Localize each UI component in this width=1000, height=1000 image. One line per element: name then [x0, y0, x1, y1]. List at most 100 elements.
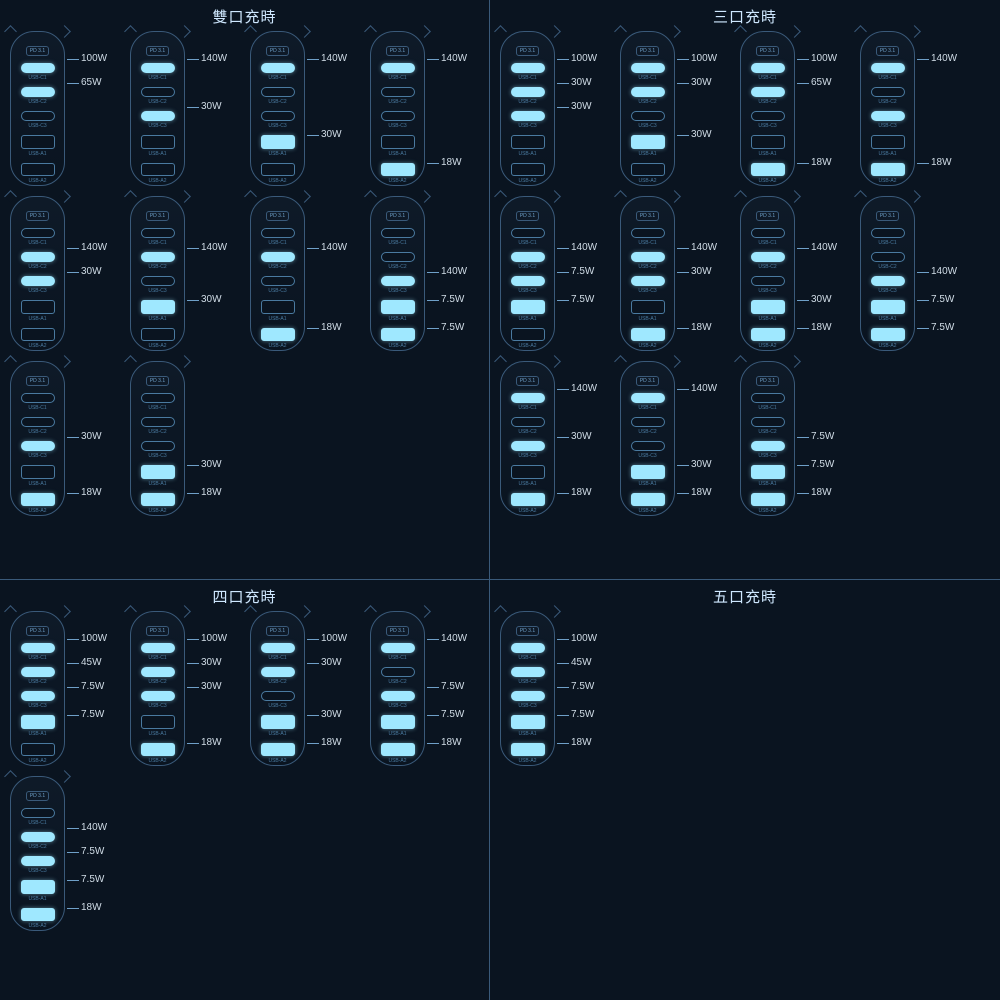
- watt-label: 7.5W: [441, 294, 464, 305]
- pd-badge: PD 3.1: [516, 626, 539, 636]
- usb-c-port: [751, 252, 785, 262]
- usb-c-port: [751, 393, 785, 403]
- watt-label: 45W: [571, 657, 592, 668]
- usb-a-port: [21, 163, 55, 176]
- watt-label: 100W: [81, 53, 107, 64]
- watt-callouts: 100W 65W: [67, 31, 122, 186]
- usb-c-port: [141, 111, 175, 121]
- pd-badge: PD 3.1: [636, 211, 659, 221]
- watt-label: 65W: [81, 77, 102, 88]
- charger-cell: PD 3.1USB-C1USB-C2USB-C3USB-A1USB-A2140W…: [500, 361, 612, 516]
- usb-c-port: [751, 228, 785, 238]
- pd-badge: PD 3.1: [516, 211, 539, 221]
- usb-c-port: [381, 643, 415, 653]
- watt-label: 18W: [691, 322, 712, 333]
- charger-row: PD 3.1USB-C1USB-C2USB-C3USB-A1USB-A2100W…: [500, 611, 990, 766]
- usb-a-port: [261, 743, 295, 756]
- usb-c-port: [381, 111, 415, 121]
- watt-label: 18W: [201, 737, 222, 748]
- usb-a-port: [381, 300, 415, 313]
- usb-a-port: [751, 163, 785, 176]
- pd-badge: PD 3.1: [386, 46, 409, 56]
- charger-cell: PD 3.1USB-C1USB-C2USB-C3USB-A1USB-A2140W…: [860, 31, 972, 186]
- port-label: USB-C1: [268, 240, 286, 246]
- watt-callouts: 100W30W30W: [557, 31, 612, 186]
- watt-label: 30W: [691, 266, 712, 277]
- port-label: USB-A1: [28, 896, 46, 902]
- watt-label: 140W: [441, 53, 467, 64]
- port-label: USB-C3: [758, 123, 776, 129]
- watt-label: 30W: [691, 77, 712, 88]
- watt-label: 18W: [441, 737, 462, 748]
- watt-label: 30W: [691, 129, 712, 140]
- port-label: USB-C3: [28, 288, 46, 294]
- watt-callouts: 140W30W: [187, 196, 242, 351]
- watt-label: 30W: [321, 657, 342, 668]
- watt-callouts: 140W18W: [917, 31, 972, 186]
- port-label: USB-C1: [758, 405, 776, 411]
- usb-c-port: [21, 832, 55, 842]
- port-label: USB-C1: [388, 75, 406, 81]
- port-label: USB-A1: [148, 731, 166, 737]
- charger-cell: PD 3.1USB-C1USB-C2USB-C3USB-A1USB-A2140W…: [740, 196, 852, 351]
- usb-c-port: [751, 417, 785, 427]
- pd-badge: PD 3.1: [26, 626, 49, 636]
- charger: PD 3.1USB-C1USB-C2USB-C3USB-A1USB-A2: [620, 31, 675, 186]
- usb-a-port: [21, 493, 55, 506]
- port-label: USB-A2: [388, 758, 406, 764]
- port-label: USB-A2: [758, 178, 776, 184]
- watt-label: 7.5W: [81, 709, 104, 720]
- charger-cell: PD 3.1USB-C1USB-C2USB-C3USB-A1USB-A2140W…: [370, 196, 482, 351]
- watt-label: 140W: [321, 242, 347, 253]
- usb-a-port: [871, 163, 905, 176]
- usb-c-port: [261, 87, 295, 97]
- pd-badge: PD 3.1: [266, 46, 289, 56]
- port-label: USB-C3: [148, 123, 166, 129]
- port-label: USB-A1: [148, 481, 166, 487]
- port-label: USB-C1: [28, 240, 46, 246]
- usb-c-port: [21, 691, 55, 701]
- usb-a-port: [511, 163, 545, 176]
- usb-a-port: [511, 715, 545, 728]
- usb-a-port: [21, 743, 55, 756]
- port-label: USB-C1: [148, 655, 166, 661]
- port-label: USB-A1: [518, 151, 536, 157]
- watt-label: 140W: [931, 266, 957, 277]
- section: 五口充時PD 3.1USB-C1USB-C2USB-C3USB-A1USB-A2…: [490, 580, 1000, 1000]
- port-label: USB-C1: [388, 655, 406, 661]
- watt-label: 18W: [571, 737, 592, 748]
- usb-c-port: [21, 393, 55, 403]
- charger: PD 3.1USB-C1USB-C2USB-C3USB-A1USB-A2: [10, 611, 65, 766]
- usb-a-port: [871, 135, 905, 148]
- pd-badge: PD 3.1: [26, 791, 49, 801]
- pd-badge: PD 3.1: [386, 626, 409, 636]
- charger: PD 3.1USB-C1USB-C2USB-C3USB-A1USB-A2: [740, 196, 795, 351]
- usb-c-port: [141, 393, 175, 403]
- watt-label: 30W: [201, 681, 222, 692]
- usb-c-port: [261, 643, 295, 653]
- watt-label: 30W: [201, 459, 222, 470]
- usb-a-port: [871, 328, 905, 341]
- watt-callouts: 140W30W18W: [677, 196, 732, 351]
- usb-c-port: [21, 417, 55, 427]
- usb-c-port: [631, 228, 665, 238]
- watt-callouts: 30W18W: [67, 361, 122, 516]
- port-label: USB-C2: [518, 264, 536, 270]
- port-label: USB-A2: [148, 343, 166, 349]
- charger-cell: PD 3.1USB-C1USB-C2USB-C3USB-A1USB-A2100W…: [500, 31, 612, 186]
- port-label: USB-C1: [878, 240, 896, 246]
- usb-a-port: [141, 743, 175, 756]
- port-label: USB-C2: [148, 99, 166, 105]
- port-label: USB-A2: [878, 178, 896, 184]
- charger-cell: PD 3.1USB-C1USB-C2USB-C3USB-A1USB-A2140W…: [10, 196, 122, 351]
- port-label: USB-A2: [638, 178, 656, 184]
- watt-label: 30W: [571, 431, 592, 442]
- port-label: USB-A1: [518, 481, 536, 487]
- usb-a-port: [21, 880, 55, 893]
- usb-c-port: [511, 228, 545, 238]
- pd-badge: PD 3.1: [756, 211, 779, 221]
- usb-a-port: [511, 135, 545, 148]
- usb-c-port: [21, 63, 55, 73]
- watt-label: 30W: [81, 266, 102, 277]
- port-label: USB-A2: [28, 758, 46, 764]
